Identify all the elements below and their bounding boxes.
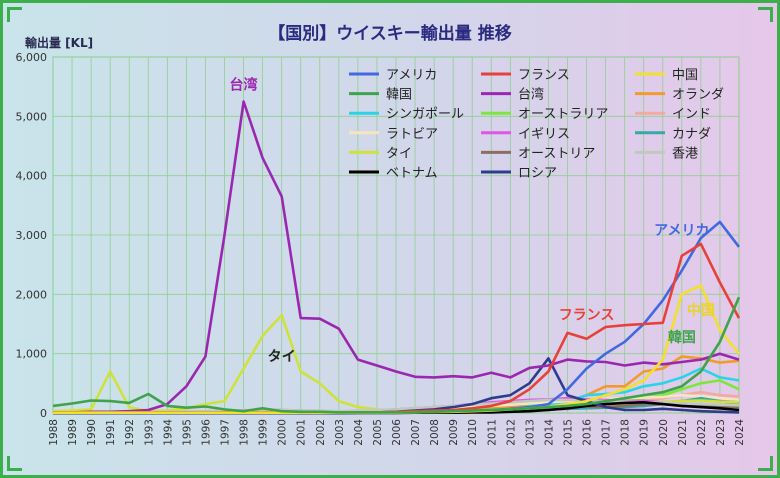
y-tick-label: 6,000 bbox=[16, 51, 48, 64]
legend-label: オーストラリア bbox=[518, 107, 608, 122]
x-tick-label: 1988 bbox=[48, 419, 60, 446]
x-tick-label: 2016 bbox=[582, 419, 594, 446]
y-tick-label: 4,000 bbox=[16, 170, 48, 183]
x-tick-label: 1996 bbox=[200, 419, 212, 446]
frame-corner bbox=[7, 456, 22, 471]
x-tick-label: 2012 bbox=[505, 419, 517, 446]
x-tick-label: 2017 bbox=[601, 419, 613, 446]
x-tick-label: 1998 bbox=[239, 419, 251, 446]
legend-label: オランダ bbox=[672, 88, 724, 103]
legend-label: シンガポール bbox=[386, 107, 464, 122]
y-tick-label: 3,000 bbox=[16, 229, 48, 242]
x-axis: 1988 1989 1990 1991 1992 1993 1994 1995 1996 1997… bbox=[48, 419, 746, 446]
x-tick-label: 2002 bbox=[315, 419, 327, 446]
x-tick-label: 1997 bbox=[220, 419, 232, 446]
x-tick-label: 2011 bbox=[486, 419, 498, 446]
x-tick-label: 2023 bbox=[715, 419, 727, 446]
x-tick-label: 1993 bbox=[143, 419, 155, 446]
x-tick-label: 2014 bbox=[543, 419, 555, 446]
x-tick-label: 2022 bbox=[696, 419, 708, 446]
x-tick-label: 2010 bbox=[467, 419, 479, 446]
x-tick-label: 1992 bbox=[124, 419, 136, 446]
series-line bbox=[52, 296, 741, 414]
grid bbox=[52, 56, 740, 414]
x-tick-label: 1995 bbox=[181, 419, 193, 446]
y-axis-label: 輸出量 [KL] bbox=[25, 35, 93, 50]
legend-label: オーストリア bbox=[518, 146, 595, 161]
x-tick-label: 2000 bbox=[277, 419, 289, 446]
x-tick-label: 2003 bbox=[334, 419, 346, 446]
legend-label: 香港 bbox=[672, 146, 698, 161]
x-tick-label: 2009 bbox=[448, 419, 460, 446]
legend-label: アメリカ bbox=[386, 68, 437, 83]
annotation-label: 中国 bbox=[687, 302, 715, 319]
x-tick-label: 2007 bbox=[410, 419, 422, 446]
x-tick-label: 2001 bbox=[296, 419, 308, 446]
legend-label: インド bbox=[672, 107, 711, 122]
x-tick-label: 1999 bbox=[258, 419, 270, 446]
x-tick-label: 2004 bbox=[353, 419, 365, 446]
legend-label: 韓国 bbox=[386, 88, 412, 103]
line-chart: 【国別】ウイスキー輸出量 推移 輸出量 [KL] 0 1,000 2,000 3,00… bbox=[16, 23, 747, 446]
x-tick-label: 1989 bbox=[67, 419, 79, 446]
legend-label: カナダ bbox=[672, 127, 711, 142]
x-tick-label: 1990 bbox=[86, 419, 98, 446]
series-line bbox=[53, 100, 740, 414]
x-tick-label: 2008 bbox=[429, 419, 441, 446]
x-tick-label: 2006 bbox=[391, 419, 403, 446]
x-tick-label: 2018 bbox=[620, 419, 632, 446]
annotation-label: フランス bbox=[559, 307, 615, 323]
x-tick-label: 2020 bbox=[658, 419, 670, 446]
frame-corner bbox=[758, 456, 773, 471]
x-tick-label: 1991 bbox=[105, 419, 117, 446]
frame-corner bbox=[7, 7, 22, 22]
legend-label: 中国 bbox=[672, 68, 698, 83]
x-tick-label: 2024 bbox=[734, 419, 746, 446]
y-axis: 0 1,000 2,000 3,000 4,000 5,000 6,000 bbox=[16, 51, 48, 420]
annotation-label: アメリカ bbox=[654, 223, 709, 239]
x-tick-label: 2015 bbox=[563, 419, 575, 446]
legend-label: ロシア bbox=[518, 166, 557, 181]
frame-corner bbox=[758, 7, 773, 22]
y-tick-label: 2,000 bbox=[16, 288, 48, 301]
legend-label: ラトビア bbox=[386, 127, 438, 142]
annotation-label: タイ bbox=[268, 349, 296, 365]
chart-title: 【国別】ウイスキー輸出量 推移 bbox=[268, 23, 511, 44]
annotation-label: 台湾 bbox=[230, 77, 258, 94]
legend-label: イギリス bbox=[518, 127, 570, 142]
legend-label: 台湾 bbox=[518, 87, 544, 103]
y-tick-label: 1,000 bbox=[16, 348, 48, 361]
x-tick-label: 1994 bbox=[162, 419, 174, 446]
legend-label: タイ bbox=[386, 146, 412, 161]
annotation-label: 韓国 bbox=[668, 329, 696, 346]
x-tick-label: 2005 bbox=[372, 419, 384, 446]
legend-label: フランス bbox=[518, 68, 570, 83]
y-tick-label: 0 bbox=[40, 407, 47, 420]
y-tick-label: 5,000 bbox=[16, 110, 48, 123]
x-tick-label: 2019 bbox=[639, 419, 651, 446]
x-tick-label: 2021 bbox=[677, 419, 689, 446]
x-tick-label: 2013 bbox=[524, 419, 536, 446]
legend-label: ベトナム bbox=[386, 166, 438, 181]
series-lines bbox=[52, 100, 741, 415]
